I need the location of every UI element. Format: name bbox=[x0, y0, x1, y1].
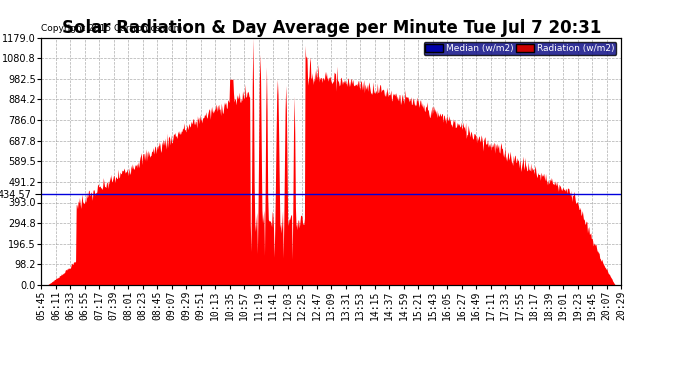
Legend: Median (w/m2), Radiation (w/m2): Median (w/m2), Radiation (w/m2) bbox=[424, 42, 616, 55]
Text: Copyright 2015 Cartronics.com: Copyright 2015 Cartronics.com bbox=[41, 24, 183, 33]
Title: Solar Radiation & Day Average per Minute Tue Jul 7 20:31: Solar Radiation & Day Average per Minute… bbox=[61, 20, 601, 38]
